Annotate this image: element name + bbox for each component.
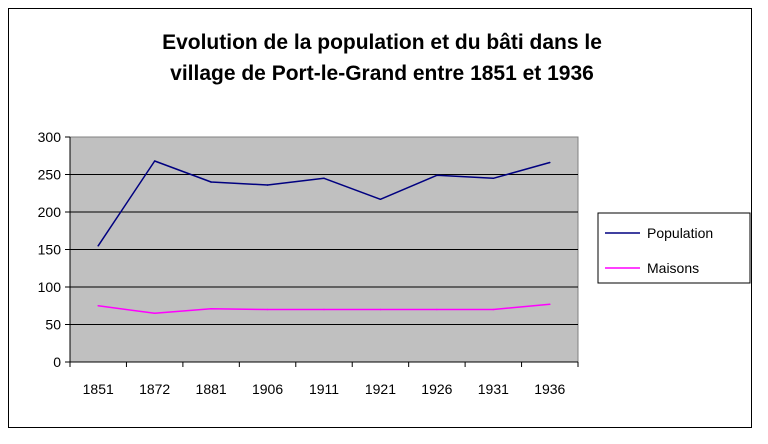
data-point-maisons-1936: [548, 303, 551, 306]
x-tick-label-1921: 1921: [365, 381, 396, 397]
data-point-maisons-1906: [266, 308, 269, 311]
legend: Population Maisons: [597, 212, 751, 284]
data-point-population-1872: [153, 160, 156, 162]
data-point-population-1931: [492, 177, 495, 180]
y-tick-label-300: 300: [38, 129, 62, 145]
data-point-maisons-1926: [436, 308, 438, 311]
y-tick-label-200: 200: [38, 204, 62, 220]
y-axis: 0 50 100 150 200 250 300: [38, 129, 71, 370]
data-point-maisons-1872: [153, 312, 156, 315]
data-point-population-1921: [379, 198, 382, 201]
series-group: [97, 160, 551, 315]
x-tick-label-1931: 1931: [478, 381, 509, 397]
x-tick-label-1872: 1872: [139, 381, 170, 397]
data-point-population-1851: [97, 244, 100, 247]
x-tick-label-1906: 1906: [252, 381, 283, 397]
data-point-maisons-1931: [492, 308, 495, 311]
y-tick-label-0: 0: [53, 354, 61, 370]
legend-label-population: Population: [647, 225, 713, 241]
y-tick-label-50: 50: [45, 317, 61, 333]
x-axis: 1851 1872 1881 1906 1911 1921 1926 1931 1936: [69, 361, 579, 397]
x-tick-label-1851: 1851: [83, 381, 114, 397]
data-point-population-1936: [548, 161, 551, 164]
legend-label-maisons: Maisons: [647, 260, 699, 276]
y-tick-label-150: 150: [38, 242, 62, 258]
legend-box: [597, 212, 751, 284]
x-tick-label-1936: 1936: [534, 381, 565, 397]
data-point-population-1926: [436, 174, 438, 177]
grid-lines: [70, 174, 578, 325]
x-tick-label-1881: 1881: [196, 381, 227, 397]
x-tick-label-1926: 1926: [421, 381, 452, 397]
data-point-maisons-1851: [97, 304, 100, 307]
data-point-population-1906: [266, 184, 269, 186]
data-point-maisons-1911: [323, 308, 325, 311]
data-point-population-1881: [210, 181, 212, 183]
x-tick-label-1911: 1911: [309, 381, 339, 397]
data-point-population-1911: [323, 177, 325, 180]
y-tick-label-250: 250: [38, 167, 62, 183]
y-tick-label-100: 100: [38, 279, 62, 295]
chart-title-line-2: village de Port-le-Grand entre 1851 et 1…: [170, 62, 594, 85]
data-point-maisons-1881: [210, 307, 212, 310]
chart-title-line-1: Evolution de la population et du bâti da…: [162, 31, 602, 54]
data-point-maisons-1921: [379, 308, 382, 311]
